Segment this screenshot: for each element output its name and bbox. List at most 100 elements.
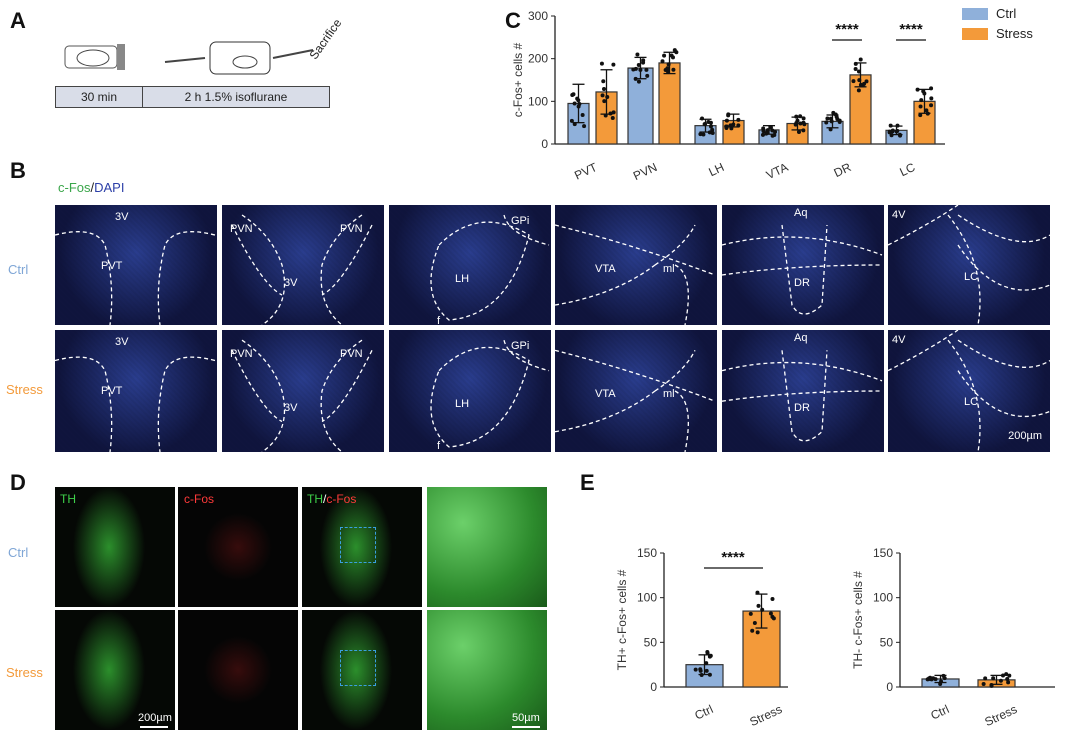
data-point	[703, 122, 708, 127]
x-tick-label: PVT	[572, 160, 600, 183]
stain-legend: c-Fos/DAPI	[58, 180, 124, 195]
data-point	[633, 76, 638, 81]
data-point	[851, 79, 856, 84]
d-row-label-ctrl: Ctrl	[8, 545, 29, 560]
region-label: Aq	[794, 332, 808, 344]
b-scale-bar-label: 200µm	[1008, 430, 1042, 442]
data-point	[707, 672, 712, 677]
legend-label-stress: Stress	[996, 26, 1033, 41]
x-tick-label: PVN	[631, 160, 659, 183]
data-point	[636, 62, 641, 67]
data-point	[724, 118, 729, 123]
region-label: LH	[455, 398, 470, 410]
data-point	[1001, 673, 1006, 678]
region-outline	[55, 231, 216, 325]
data-point	[569, 118, 574, 123]
y-tick-label: 0	[886, 680, 893, 694]
data-point	[853, 61, 858, 66]
panel-label-c: C	[505, 8, 521, 33]
merge-sep: /	[323, 492, 327, 506]
data-point	[915, 87, 920, 92]
data-point	[645, 73, 650, 78]
data-point	[918, 113, 923, 118]
data-point	[989, 683, 994, 688]
region-outline	[722, 224, 883, 315]
region-label: PVN	[340, 348, 363, 360]
d-micrograph-merge-stress	[302, 610, 422, 730]
data-point	[853, 66, 858, 71]
micrograph-4v-lc-stress: 4V LC 200µm	[888, 330, 1050, 452]
d-scale-bar-200	[140, 726, 168, 728]
data-point	[660, 59, 665, 64]
data-point	[699, 673, 704, 678]
y-tick-label: 150	[873, 546, 893, 560]
data-point	[833, 112, 838, 117]
d-scale-bar-label-50: 50µm	[512, 712, 540, 724]
x-tick-label: Stress	[748, 702, 785, 729]
x-tick-label: DR	[832, 160, 854, 180]
y-tick-label: 100	[873, 591, 893, 605]
x-tick-label: Ctrl	[928, 702, 951, 723]
region-label: LC	[964, 271, 979, 283]
region-label: GPi	[511, 215, 530, 227]
region-label: f	[437, 440, 441, 452]
data-point	[704, 661, 709, 666]
region-outline	[231, 214, 373, 325]
data-point	[707, 130, 712, 135]
y-tick-label: 0	[541, 137, 548, 151]
region-outline	[430, 339, 550, 448]
region-outline	[555, 224, 716, 325]
data-point	[705, 649, 710, 654]
region-outline	[888, 330, 1050, 452]
micrograph-pvn-3v-pvn-stress: PVN 3V PVN	[222, 330, 384, 452]
region-outline	[55, 356, 216, 452]
data-point	[608, 111, 613, 116]
data-point	[576, 98, 581, 103]
data-point	[572, 101, 577, 106]
region-label: LC	[964, 396, 979, 408]
d-col-label-merge: TH/c-Fos	[307, 492, 356, 506]
legend-swatch-ctrl	[962, 7, 988, 20]
data-point	[921, 89, 926, 94]
data-point	[798, 114, 803, 119]
data-point	[998, 678, 1003, 683]
x-tick-label: Stress	[983, 702, 1020, 729]
data-point	[929, 96, 934, 101]
data-point	[698, 667, 703, 672]
data-point	[856, 88, 861, 93]
zoom-box	[340, 650, 376, 686]
data-point	[825, 116, 830, 121]
data-point	[605, 94, 610, 99]
bar-ctrl	[627, 67, 654, 145]
data-point	[1004, 672, 1009, 677]
data-point	[708, 120, 713, 125]
data-point	[895, 128, 900, 133]
data-point	[665, 69, 670, 74]
data-point	[801, 128, 806, 133]
data-point	[802, 122, 807, 127]
row-label-stress: Stress	[6, 382, 43, 397]
data-point	[671, 67, 676, 72]
data-point	[862, 81, 867, 86]
region-label: 3V	[115, 211, 129, 223]
data-point	[938, 681, 943, 686]
micrograph-gpi-lh-f-ctrl: GPi LH f	[389, 205, 551, 325]
stain-sep: /	[90, 180, 95, 195]
region-label: 3V	[284, 402, 298, 414]
data-point	[600, 93, 605, 98]
d-scale-bar-label-200: 200µm	[138, 712, 172, 724]
data-point	[736, 117, 741, 122]
data-point	[773, 129, 778, 134]
y-tick-label: 150	[637, 546, 657, 560]
data-point	[756, 603, 761, 608]
data-point	[710, 127, 715, 132]
data-point	[602, 99, 607, 104]
micrograph-4v-lc-ctrl: 4V LC	[888, 205, 1050, 325]
row-label-ctrl: Ctrl	[8, 262, 29, 277]
stain-cfos: c-Fos	[58, 180, 91, 195]
data-point	[768, 125, 773, 130]
data-point	[726, 113, 731, 118]
region-label: DR	[794, 277, 810, 289]
data-point	[801, 116, 806, 121]
